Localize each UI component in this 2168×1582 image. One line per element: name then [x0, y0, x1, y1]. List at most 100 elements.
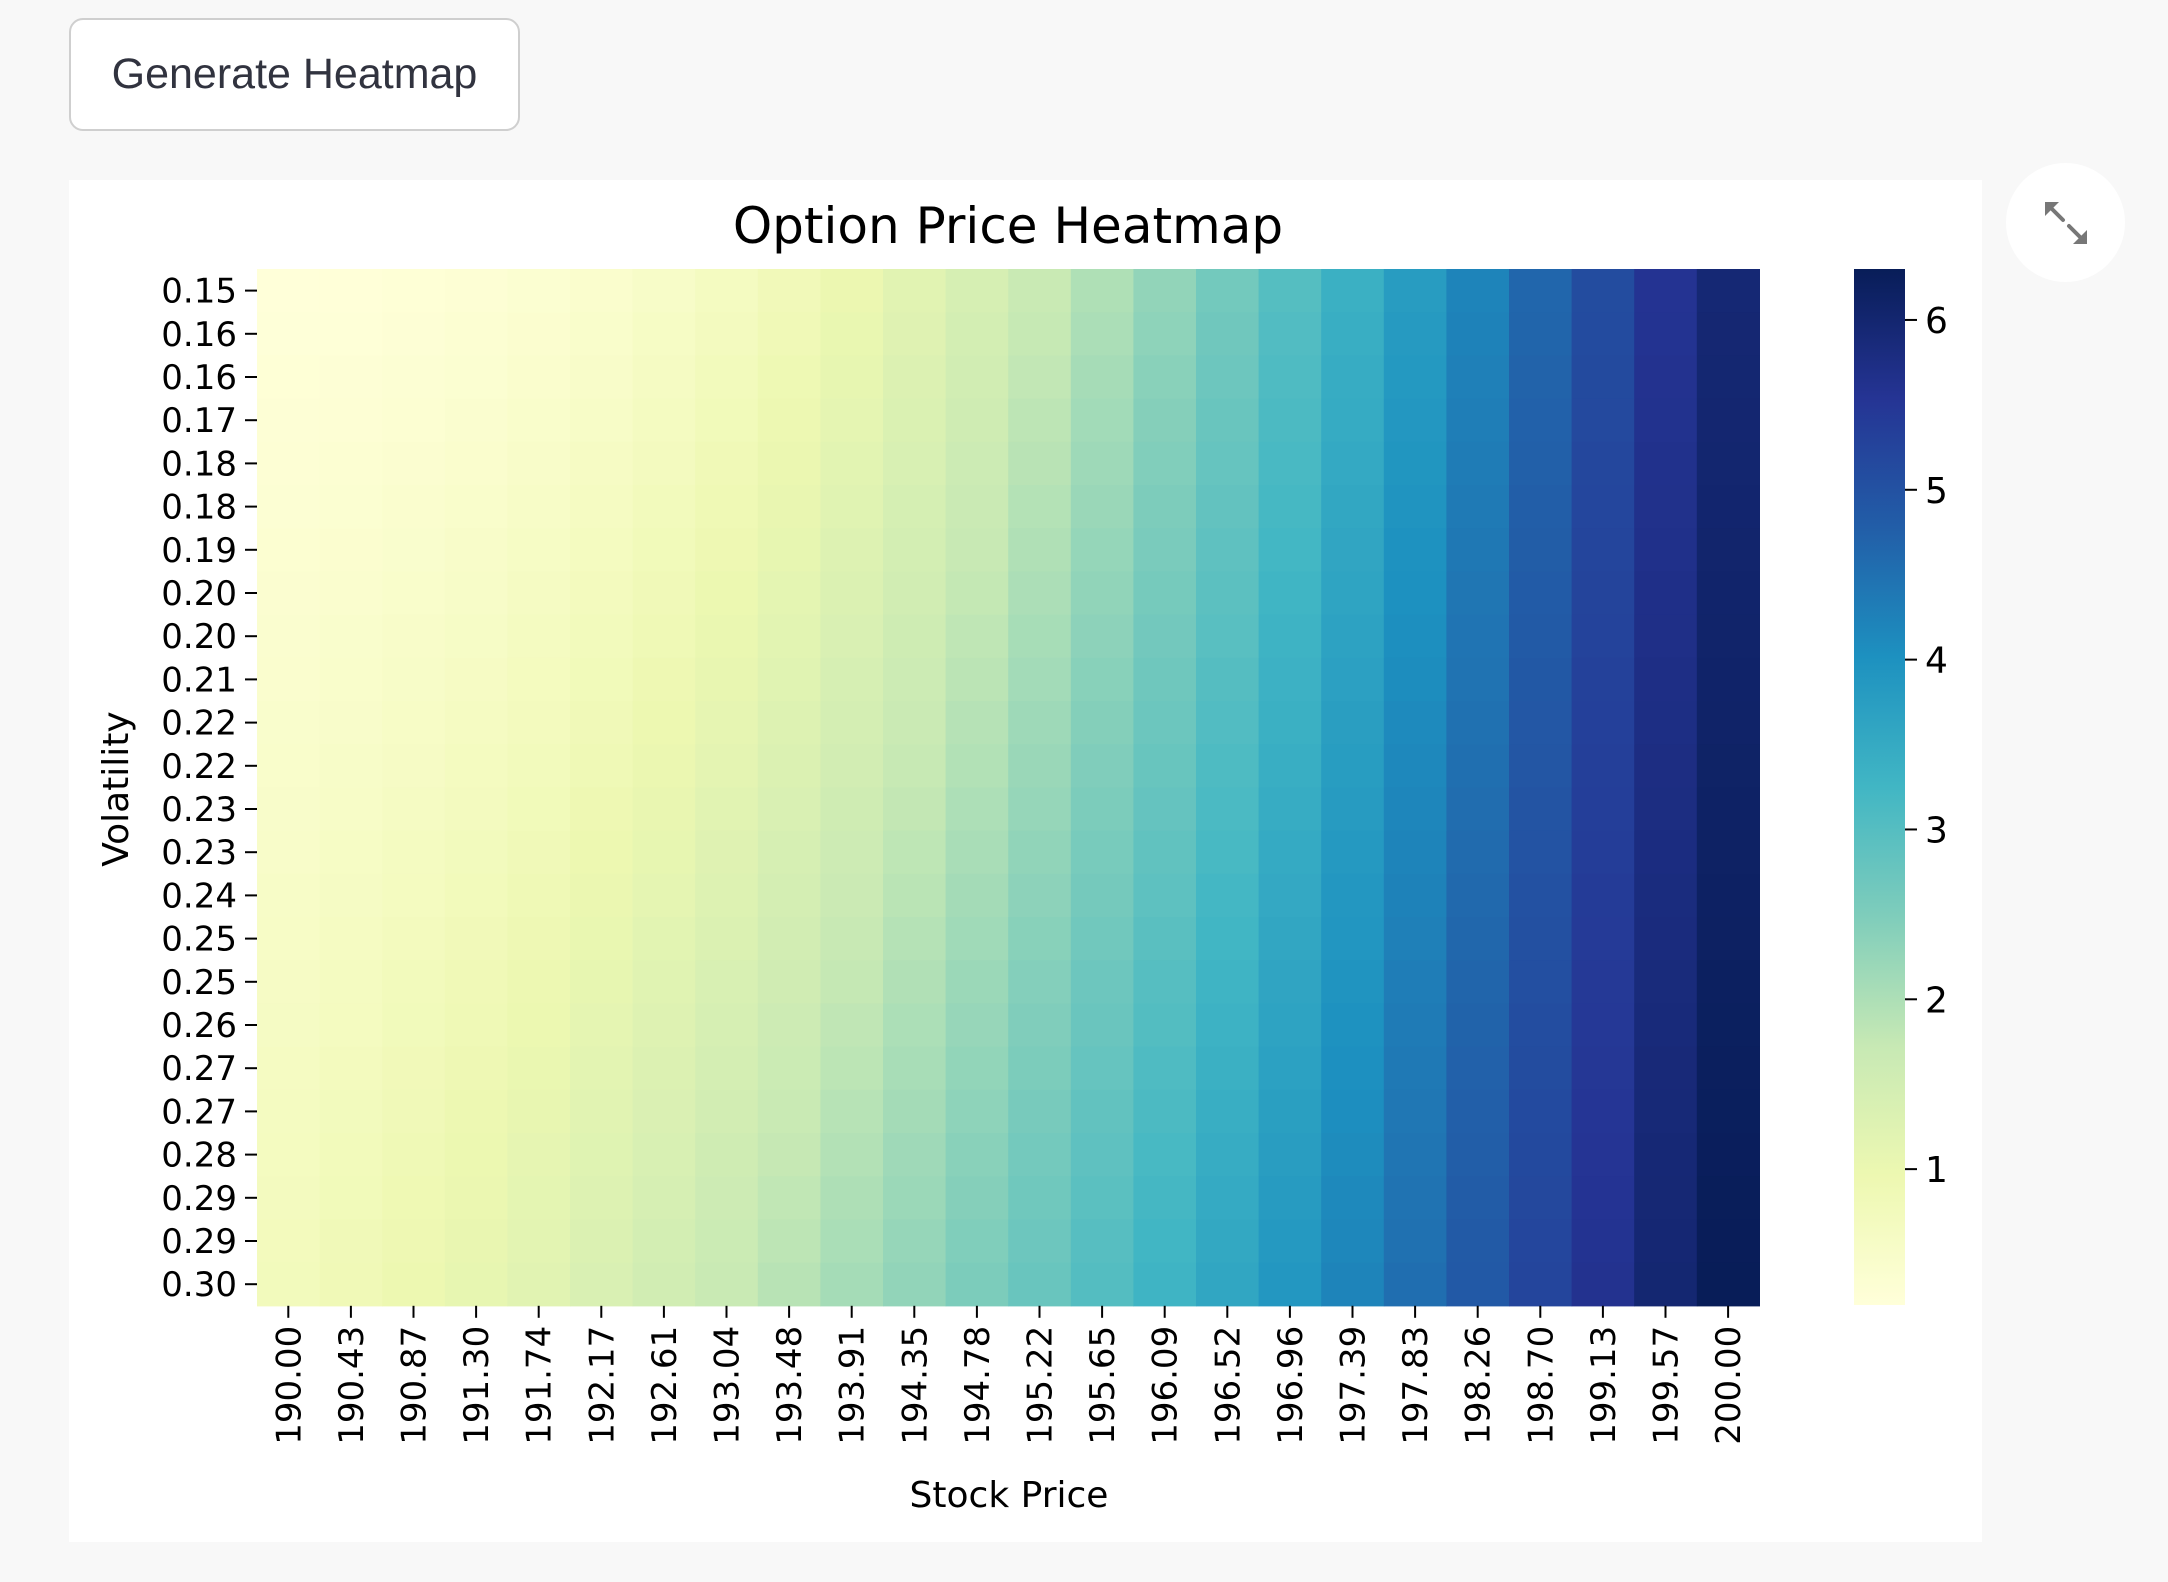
heatmap-cell: [820, 873, 884, 918]
heatmap-cell: [319, 701, 383, 745]
heatmap-cell: [1196, 744, 1260, 788]
heatmap-cell: [883, 1262, 947, 1307]
heatmap-cell: [1634, 657, 1698, 702]
heatmap-cell: [257, 1046, 321, 1091]
heatmap-cell: [1383, 398, 1447, 443]
generate-heatmap-button[interactable]: Generate Heatmap: [69, 18, 520, 131]
heatmap-cell: [1196, 787, 1260, 832]
heatmap-cell: [757, 1262, 821, 1307]
heatmap-cell: [1634, 873, 1698, 918]
heatmap-cell: [444, 398, 508, 443]
heatmap-cell: [1634, 1089, 1698, 1134]
heatmap-cell: [1070, 657, 1134, 702]
heatmap-cell: [1634, 1046, 1698, 1091]
x-tick-label: 191.74: [520, 1326, 560, 1445]
heatmap-cell: [945, 960, 1009, 1004]
heatmap-cell: [1258, 1089, 1322, 1134]
x-tick-label: 199.13: [1584, 1326, 1624, 1445]
heatmap-cell: [1696, 571, 1760, 616]
y-tick-label: 0.17: [161, 401, 237, 441]
heatmap-cell: [1258, 1219, 1322, 1264]
heatmap-cell: [695, 614, 759, 659]
heatmap-cell: [1321, 441, 1385, 486]
heatmap-cell: [1133, 1089, 1197, 1134]
heatmap-cell: [257, 701, 321, 745]
fullscreen-expand-button[interactable]: [2006, 163, 2125, 282]
heatmap-cell: [1571, 873, 1635, 918]
heatmap-cell: [257, 960, 321, 1004]
heatmap-cell: [1383, 744, 1447, 788]
heatmap-cell: [1383, 1219, 1447, 1264]
heatmap-cell: [1070, 614, 1134, 659]
heatmap-cell: [1634, 528, 1698, 572]
heatmap-cell: [1634, 917, 1698, 961]
heatmap-cell: [1446, 398, 1510, 443]
heatmap-cell: [1696, 398, 1760, 443]
x-tick-label: 196.52: [1208, 1326, 1248, 1445]
heatmap-cell: [1133, 744, 1197, 788]
heatmap-cell: [945, 1089, 1009, 1134]
heatmap-cell: [1383, 657, 1447, 702]
y-tick-label: 0.20: [161, 574, 237, 614]
heatmap-cell: [632, 485, 696, 529]
heatmap-cell: [1070, 830, 1134, 875]
heatmap-cell: [883, 269, 947, 313]
heatmap-cell: [1008, 614, 1072, 659]
heatmap-cell: [1696, 528, 1760, 572]
heatmap-cell: [319, 1046, 383, 1091]
heatmap-cell: [1196, 398, 1260, 443]
heatmap-cell: [1070, 960, 1134, 1004]
heatmap-cell: [319, 1003, 383, 1048]
heatmap-cell: [1321, 614, 1385, 659]
heatmap-cell: [1070, 571, 1134, 616]
heatmap-cell: [507, 269, 571, 313]
heatmap-cell: [1070, 701, 1134, 745]
y-axis-ticks: 0.150.160.160.170.180.180.190.200.200.21…: [161, 272, 257, 1305]
heatmap-cell: [319, 571, 383, 616]
heatmap-cell: [1383, 1176, 1447, 1220]
heatmap-cell: [1070, 312, 1134, 356]
heatmap-cell: [820, 1089, 884, 1134]
heatmap-cell: [695, 528, 759, 572]
heatmap-cell: [1634, 614, 1698, 659]
heatmap-cell: [319, 1133, 383, 1177]
heatmap-cell: [444, 1089, 508, 1134]
heatmap-cell: [1196, 1219, 1260, 1264]
heatmap-cell: [695, 657, 759, 702]
heatmap-cell: [1321, 917, 1385, 961]
heatmap-cell: [1571, 787, 1635, 832]
heatmap-cell: [1571, 485, 1635, 529]
heatmap-cell: [1008, 1219, 1072, 1264]
heatmap-cell: [319, 355, 383, 400]
heatmap-cell: [257, 917, 321, 961]
heatmap-cell: [1258, 1046, 1322, 1091]
heatmap-cell: [1258, 614, 1322, 659]
heatmap-cell: [1258, 917, 1322, 961]
heatmap-cell: [1696, 1219, 1760, 1264]
heatmap-cell: [1133, 441, 1197, 486]
heatmap-cell: [1696, 1089, 1760, 1134]
heatmap-cell: [632, 960, 696, 1004]
heatmap-cell: [1258, 312, 1322, 356]
y-tick-label: 0.29: [161, 1222, 237, 1262]
heatmap-cell: [257, 830, 321, 875]
heatmap-cell: [1634, 441, 1698, 486]
heatmap-cell: [945, 614, 1009, 659]
heatmap-cell: [1070, 1003, 1134, 1048]
heatmap-cell: [570, 960, 634, 1004]
heatmap-cell: [883, 398, 947, 443]
heatmap-cell: [1008, 269, 1072, 313]
y-tick-label: 0.25: [161, 920, 237, 960]
heatmap-cell: [1258, 528, 1322, 572]
heatmap-cell: [1571, 960, 1635, 1004]
heatmap-cell: [1321, 571, 1385, 616]
heatmap-cell: [1258, 485, 1322, 529]
heatmap-cell: [319, 960, 383, 1004]
heatmap-cell: [444, 917, 508, 961]
heatmap-cell: [945, 441, 1009, 486]
heatmap-cell: [382, 571, 446, 616]
heatmap-cell: [507, 571, 571, 616]
heatmap-cell: [1196, 485, 1260, 529]
heatmap-cell: [1446, 1046, 1510, 1091]
heatmap-cell: [1571, 744, 1635, 788]
